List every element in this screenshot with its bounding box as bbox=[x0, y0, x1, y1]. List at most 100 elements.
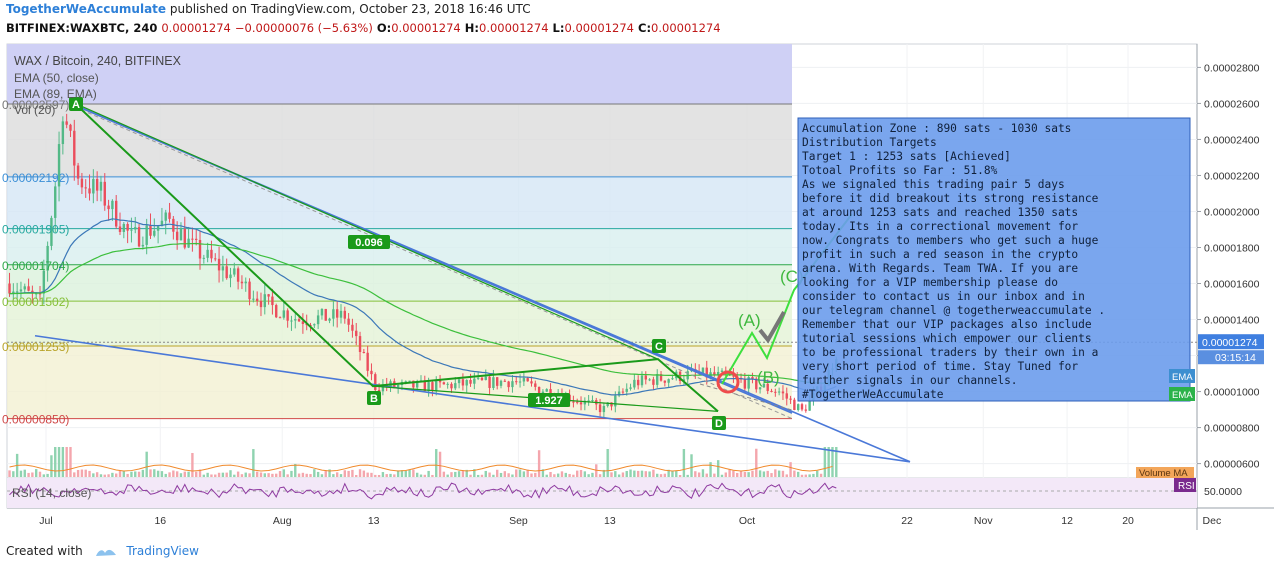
candle-body bbox=[572, 401, 575, 403]
fib-level-label: 0.00001905) bbox=[2, 223, 69, 237]
volume-bar bbox=[724, 472, 727, 477]
candle-body bbox=[80, 178, 84, 188]
time-tick-label: 20 bbox=[1122, 515, 1134, 527]
volume-bar bbox=[713, 473, 716, 477]
author-link[interactable]: TogetherWeAccumulate bbox=[6, 2, 167, 16]
symbol-name[interactable]: BITFINEX:WAXBTC, 240 bbox=[6, 21, 158, 35]
volume-bar bbox=[275, 473, 278, 477]
volume-bar bbox=[488, 472, 491, 477]
price-tick-label: 0.00000800 bbox=[1204, 423, 1260, 435]
fib-zone bbox=[7, 228, 792, 265]
volume-bar bbox=[659, 474, 663, 477]
note-line: Remember that our VIP packages also incl… bbox=[802, 318, 1092, 331]
candle-body bbox=[297, 319, 301, 322]
volume-bar bbox=[507, 473, 510, 477]
volume-bar bbox=[751, 470, 754, 477]
candle-body bbox=[488, 376, 491, 388]
volume-bar bbox=[534, 472, 537, 477]
rsi-band bbox=[7, 478, 1197, 508]
candle-body bbox=[23, 286, 26, 290]
volume-bar bbox=[610, 472, 613, 477]
harmonic-legs bbox=[74, 102, 719, 413]
volume-bar bbox=[419, 474, 423, 477]
volume-bar bbox=[23, 469, 26, 477]
candle-body bbox=[789, 398, 792, 400]
candle-body bbox=[774, 391, 777, 393]
volume-bar bbox=[770, 473, 773, 477]
created-with-label: Created with bbox=[6, 544, 83, 558]
volume-bar bbox=[827, 447, 830, 477]
candle-body bbox=[370, 370, 373, 375]
fib-zone bbox=[7, 176, 792, 229]
volume-bar bbox=[278, 471, 282, 477]
volume-bar bbox=[682, 449, 686, 477]
ema89-line bbox=[9, 242, 837, 384]
volume-bar bbox=[107, 474, 110, 477]
candle-body bbox=[278, 317, 282, 319]
candle-body bbox=[785, 393, 788, 399]
harmonic-point-badge bbox=[712, 416, 726, 430]
volume-bar bbox=[435, 449, 438, 477]
time-tick-label: Oct bbox=[739, 515, 755, 527]
candle-body bbox=[175, 231, 179, 241]
candle-body bbox=[57, 144, 61, 187]
volume-bar bbox=[473, 469, 476, 477]
candle-body bbox=[503, 380, 507, 382]
volume-bar bbox=[404, 470, 407, 477]
volume-bar bbox=[69, 447, 72, 477]
note-line: Totoal Profits so Far : 51.8% bbox=[802, 164, 998, 177]
volume-bar bbox=[640, 470, 644, 477]
volume-ma-tag-label: Volume MA bbox=[1139, 468, 1188, 479]
candle-body bbox=[469, 379, 472, 384]
volume-bar bbox=[667, 469, 670, 477]
candle-body bbox=[99, 181, 103, 191]
note-line: further signals in our channels. bbox=[802, 374, 1018, 387]
volume-bar bbox=[545, 474, 548, 477]
time-tick-label: Nov bbox=[974, 515, 993, 527]
volume-bar bbox=[633, 470, 636, 477]
volume-bar bbox=[766, 470, 769, 477]
volume-bar bbox=[99, 474, 103, 477]
volume-bar bbox=[195, 471, 198, 477]
candle-body bbox=[457, 379, 461, 384]
volume-bar bbox=[229, 470, 232, 477]
ema50-legend[interactable]: EMA (50, close) bbox=[14, 71, 99, 85]
rsi-legend[interactable]: RSI (14, close) bbox=[12, 486, 91, 500]
last-price: 0.00001274 bbox=[161, 21, 231, 35]
volume-bar bbox=[263, 473, 266, 477]
tradingview-link[interactable]: TradingView bbox=[126, 544, 199, 558]
ratio-label: 0.096 bbox=[355, 237, 383, 249]
candle-body bbox=[313, 324, 316, 326]
volume-bar bbox=[244, 472, 247, 477]
volume-bar bbox=[774, 469, 777, 477]
volume-bar bbox=[656, 473, 659, 477]
candle-body bbox=[499, 380, 503, 386]
volume-bar bbox=[785, 474, 788, 477]
wave-label: (A) bbox=[738, 311, 761, 330]
candle-body bbox=[221, 266, 225, 271]
candle-body bbox=[793, 399, 796, 410]
candle-body bbox=[141, 244, 145, 247]
ema89-legend[interactable]: EMA (89, EMA) bbox=[14, 87, 97, 101]
candle-body bbox=[179, 228, 183, 241]
volume-bar bbox=[366, 472, 369, 477]
price-tick-label: 0.00002200 bbox=[1204, 170, 1260, 182]
volume-bar bbox=[522, 471, 526, 477]
volume-legend[interactable]: Vol (20) bbox=[14, 103, 55, 117]
candle-body bbox=[347, 318, 350, 325]
volume-bar bbox=[65, 447, 68, 477]
note-box[interactable] bbox=[797, 117, 1191, 402]
close-value: 0.00001274 bbox=[651, 21, 721, 35]
volume-bar bbox=[648, 471, 651, 477]
volume-bar bbox=[187, 471, 190, 477]
note-line: tutorial sessions which empower our clie… bbox=[802, 332, 1092, 345]
candle-body bbox=[412, 380, 415, 388]
candle-body bbox=[236, 268, 240, 282]
volume-bar bbox=[636, 470, 640, 477]
high-label: H: bbox=[464, 21, 479, 35]
time-tick-label: Dec bbox=[1203, 515, 1222, 527]
projection-guide bbox=[699, 383, 793, 411]
volume-bar bbox=[812, 473, 815, 477]
lower-trendline bbox=[34, 334, 911, 463]
